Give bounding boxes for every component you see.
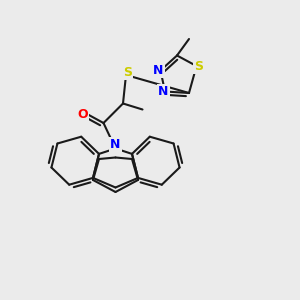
Text: O: O [77, 107, 88, 121]
Text: N: N [158, 85, 169, 98]
Text: S: S [123, 65, 132, 79]
Text: N: N [153, 64, 163, 77]
Text: N: N [110, 138, 121, 151]
Text: S: S [194, 59, 203, 73]
